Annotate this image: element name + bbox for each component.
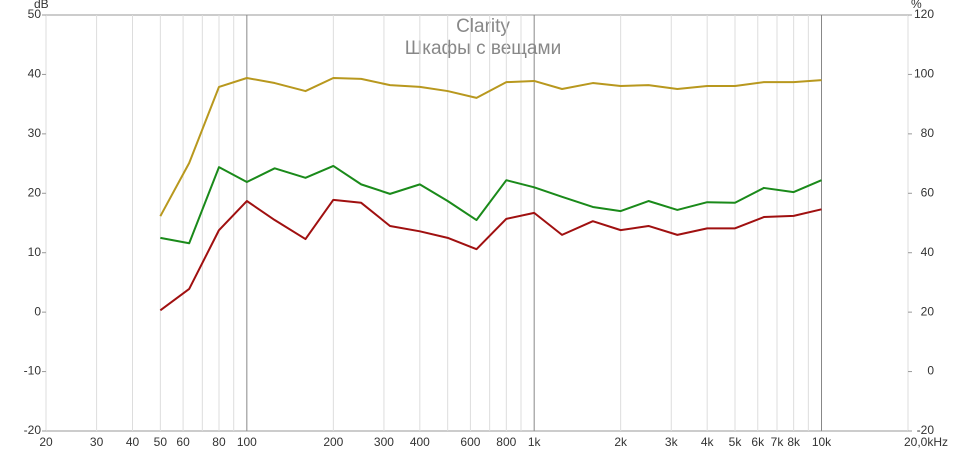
y2-tick-label: 0 xyxy=(927,364,934,378)
y-tick-label: -20 xyxy=(24,423,42,437)
y2-tick-label: 60 xyxy=(921,185,935,199)
x-tick-label: 400 xyxy=(410,435,430,449)
x-tick-label: 1k xyxy=(528,435,542,449)
x-tick-label: 800 xyxy=(496,435,516,449)
series-line xyxy=(160,164,822,245)
y2-axis-label: % xyxy=(911,0,922,11)
y2-tick-label: 100 xyxy=(914,67,934,81)
y2-tick-label: 120 xyxy=(914,7,934,21)
y2-tick-label: 80 xyxy=(921,126,935,140)
x-tick-label: 200 xyxy=(323,435,343,449)
chart-subtitle: Шкафы с вещами xyxy=(405,38,561,59)
x-tick-label: 40 xyxy=(126,435,140,449)
series-line xyxy=(159,76,822,217)
chart-title: Clarity xyxy=(456,16,510,37)
x-tick-label: 100 xyxy=(237,435,257,449)
x-tick-label: 20,0kHz xyxy=(904,435,948,449)
y-tick-label: 10 xyxy=(28,245,42,259)
plot-area xyxy=(45,14,909,432)
x-tick-label: 30 xyxy=(90,435,104,449)
x-tick-label: 6k xyxy=(751,435,765,449)
y-tick-label: -10 xyxy=(24,364,42,378)
x-tick-label: 300 xyxy=(374,435,394,449)
y-axis-label: dB xyxy=(34,0,49,11)
x-tick-label: 5k xyxy=(729,435,743,449)
x-tick-label: 2k xyxy=(614,435,628,449)
y-tick-label: 30 xyxy=(28,126,42,140)
x-tick-label: 4k xyxy=(701,435,715,449)
x-tick-label: 600 xyxy=(460,435,480,449)
y-tick-label: 50 xyxy=(28,7,42,21)
y-tick-label: 40 xyxy=(28,67,42,81)
y-tick-label: 20 xyxy=(28,185,42,199)
x-tick-label: 8k xyxy=(787,435,801,449)
x-tick-label: 50 xyxy=(154,435,168,449)
x-tick-label: 10k xyxy=(812,435,832,449)
y2-tick-label: 40 xyxy=(921,245,935,259)
x-tick-label: 80 xyxy=(212,435,226,449)
y2-tick-label: -20 xyxy=(917,423,935,437)
series-line xyxy=(159,198,822,312)
y2-tick-label: 20 xyxy=(921,304,935,318)
x-tick-label: 3k xyxy=(665,435,679,449)
x-tick-label: 7k xyxy=(771,435,785,449)
x-tick-label: 20 xyxy=(39,435,53,449)
y-tick-label: 0 xyxy=(34,304,41,318)
x-tick-label: 60 xyxy=(176,435,190,449)
